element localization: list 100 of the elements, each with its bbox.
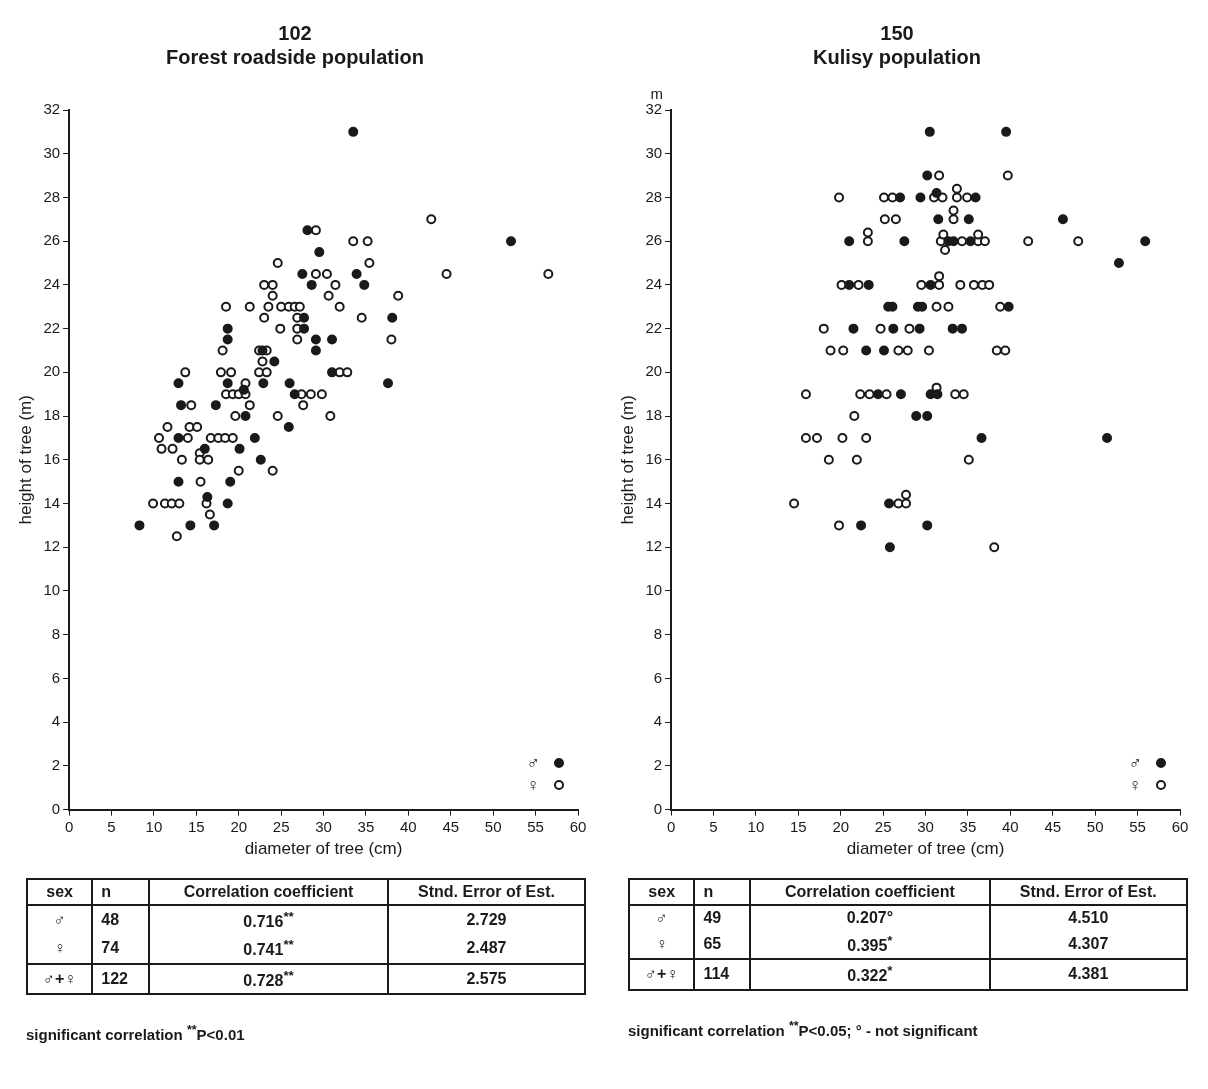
y-axis-title: height of tree (m) [617, 395, 637, 525]
y-tick-label: 4 [51, 712, 61, 730]
text: n [694, 879, 751, 905]
legend-label: ♂ [526, 751, 540, 774]
x-tick-label: 20 [230, 817, 248, 835]
y-tick-label: 10 [43, 581, 61, 599]
y-tick-label: 6 [653, 668, 663, 686]
x-tick-label: 30 [315, 817, 332, 835]
y-tick-label: 12 [43, 537, 61, 555]
x-tick-label: 55 [527, 817, 544, 835]
x-tick-label: 25 [272, 817, 290, 835]
x-tick-label: 50 [484, 817, 502, 835]
legend-label: ♂ [1128, 751, 1142, 774]
x-tick-label: 30 [917, 817, 934, 835]
x-tick-label: 45 [1044, 817, 1062, 835]
text: 0.322$^{*}$ [750, 959, 990, 990]
y-tick-label: 32 [43, 100, 61, 118]
text: Correlation coefficient [149, 879, 388, 905]
x-tick-label: 40 [1002, 817, 1019, 835]
text: 114 [694, 959, 751, 990]
text: ♀ [27, 934, 93, 964]
chart-title: 150 Kulisy population [813, 21, 981, 68]
text: 0.728$^{**}$ [149, 963, 388, 994]
x-tick-label: 45 [442, 817, 460, 835]
chart-title: 102 Forest roadside population [166, 21, 424, 68]
legend-label: ♀ [1128, 773, 1142, 796]
text: 48 [92, 905, 150, 935]
y-tick-label: 12 [645, 537, 663, 555]
x-tick-label: 50 [1086, 817, 1104, 835]
x-tick-label: 0 [666, 817, 676, 835]
x-tick-label: 60 [569, 817, 587, 835]
x-tick-label: 5 [709, 817, 718, 835]
y-tick-label: 14 [645, 493, 663, 511]
y-tick-label: 0 [51, 799, 61, 817]
text: 0.395$^{*}$ [750, 930, 990, 960]
x-axis-title: diameter of tree (cm) [846, 839, 1005, 859]
text: 65 [694, 930, 751, 960]
y-tick-label: 28 [645, 187, 663, 205]
y-tick-label: 32 [645, 100, 663, 118]
text: 0.741$^{**}$ [149, 934, 388, 964]
x-tick-label: 0 [64, 817, 74, 835]
legend-label: ♀ [526, 773, 540, 796]
text: 2.729 [387, 905, 585, 935]
y-tick-label: 2 [51, 756, 61, 774]
y-tick-label: 28 [43, 187, 61, 205]
text: 0.716$^{**}$ [149, 905, 388, 935]
y-tick-label: 14 [43, 493, 61, 511]
y-tick-label: 20 [645, 362, 663, 380]
text: significant correlation $^{**}$P<0.01 [26, 1022, 246, 1043]
y-tick-label: 8 [51, 624, 61, 642]
text: ♂ [629, 905, 695, 930]
y-tick-label: 26 [43, 231, 61, 249]
y-tick-label: 24 [43, 275, 61, 293]
x-tick-label: 35 [357, 817, 375, 835]
text: ♀ [629, 930, 695, 960]
y-tick-label: 6 [51, 668, 61, 686]
y-tick-label: 30 [43, 143, 61, 161]
y-tick-label: 18 [43, 406, 61, 424]
text: 49 [694, 905, 751, 930]
x-tick-label: 15 [187, 817, 205, 835]
y-tick-label: 4 [653, 712, 663, 730]
text: 2.575 [387, 963, 585, 994]
x-tick-label: 10 [747, 817, 765, 835]
text: sex [27, 879, 93, 905]
text: 0.207° [750, 905, 990, 930]
text: significant correlation $^{**}$P<0.05; ° - not significant [628, 1018, 979, 1039]
x-tick-label: 40 [400, 817, 417, 835]
y-tick-label: 8 [653, 624, 663, 642]
text: n [92, 879, 150, 905]
x-tick-label: 20 [832, 817, 850, 835]
x-axis-title: diameter of tree (cm) [244, 839, 403, 859]
x-tick-label: 10 [145, 817, 163, 835]
x-tick-label: 60 [1171, 817, 1189, 835]
text: 4.381 [989, 959, 1187, 990]
text: ♂+♀ [27, 963, 93, 994]
text: ♂+♀ [629, 959, 695, 990]
y-tick-label: 26 [645, 231, 663, 249]
text: Correlation coefficient [750, 879, 990, 905]
text: m [650, 84, 664, 102]
text: ♂ [27, 905, 93, 935]
text: 2.487 [387, 934, 585, 964]
text: 74 [92, 934, 150, 964]
y-tick-label: 2 [653, 756, 663, 774]
y-tick-label: 20 [43, 362, 61, 380]
text: 122 [92, 963, 150, 994]
x-tick-label: 25 [874, 817, 892, 835]
y-tick-label: 16 [645, 449, 663, 467]
y-tick-label: 16 [43, 449, 61, 467]
x-tick-label: 15 [789, 817, 807, 835]
x-tick-label: 35 [959, 817, 977, 835]
text: 4.510 [989, 905, 1187, 930]
y-tick-label: 0 [653, 799, 663, 817]
y-tick-label: 30 [645, 143, 663, 161]
y-tick-label: 24 [645, 275, 663, 293]
x-tick-label: 55 [1129, 817, 1146, 835]
text: Stnd. Error of Est. [387, 879, 585, 905]
text: 4.307 [989, 930, 1187, 960]
text: Stnd. Error of Est. [989, 879, 1187, 905]
y-tick-label: 18 [645, 406, 663, 424]
y-axis-title: height of tree (m) [15, 395, 35, 525]
